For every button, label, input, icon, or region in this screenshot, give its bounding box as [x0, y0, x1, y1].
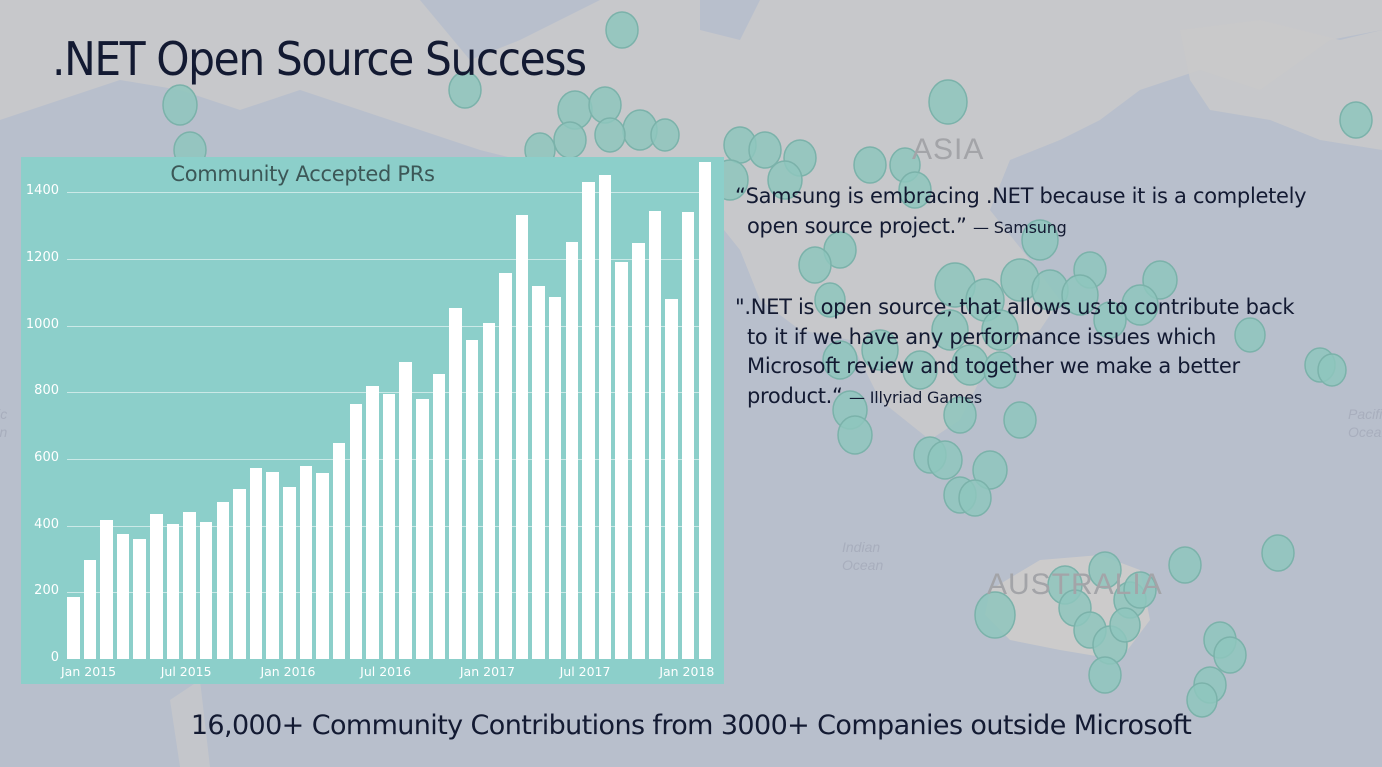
bar-may-2017[interactable]	[532, 286, 545, 659]
x-tick-label: Jan 2018	[659, 664, 715, 679]
y-tick-label: 1200	[25, 249, 59, 265]
bar-nov-2016[interactable]	[432, 373, 446, 659]
quote-illyriad-line4: product.“ — Illyriad Games	[735, 382, 1294, 413]
map-label-pacific-right-line2: Ocean	[1348, 424, 1382, 440]
bar-sep-2015[interactable]	[199, 521, 213, 659]
bar-jan-2015[interactable]	[67, 596, 80, 659]
slide-footer-stat: 16,000+ Community Contributions from 300…	[190, 710, 1192, 741]
bar-jun-2016[interactable]	[349, 403, 363, 659]
slide-title: .NET Open Source Success	[52, 32, 587, 86]
bar-feb-2016[interactable]	[283, 487, 296, 659]
x-tick-label: Jan 2016	[260, 664, 316, 679]
x-tick-label: Jul 2017	[559, 664, 611, 679]
quote-illyriad-attribution: — Illyriad Games	[849, 387, 983, 407]
bar-oct-2015[interactable]	[216, 502, 230, 659]
bar-aug-2015[interactable]	[183, 512, 196, 659]
quote-illyriad-line3: Microsoft review and together we make a …	[747, 354, 1240, 378]
y-tick-label: 1400	[25, 183, 59, 199]
x-tick-label: Jan 2015	[61, 664, 117, 679]
chart-title: Community Accepted PRs	[170, 162, 435, 186]
bar-dec-2015[interactable]	[249, 467, 263, 659]
bar-oct-2017[interactable]	[615, 262, 628, 659]
gridline	[67, 192, 704, 194]
bar-apr-2015[interactable]	[116, 534, 130, 659]
bar-mar-2015[interactable]	[100, 520, 113, 659]
community-prs-chart: Community Accepted PRs 0 200 400 600 800 1000…	[21, 157, 724, 684]
quote-samsung: “Samsung is embracing .NET because it is…	[735, 182, 1307, 243]
bar-may-2015[interactable]	[133, 538, 146, 659]
bar-may-2016[interactable]	[332, 442, 346, 659]
bar-apr-2017[interactable]	[515, 214, 529, 659]
y-tick-label: 400	[34, 516, 59, 532]
gridline	[67, 392, 704, 394]
bar-mar-2016[interactable]	[299, 466, 313, 659]
map-label-pacific-ocean-left: Pacific Ocean	[0, 405, 7, 441]
bar-jul-2016[interactable]	[366, 385, 379, 659]
bar-jan-2018[interactable]	[665, 299, 678, 659]
map-label-pacific-ocean-right: Pacific Ocean	[1348, 405, 1382, 441]
x-tick-label: Jan 2017	[459, 664, 515, 679]
map-label-asia: ASIA	[912, 133, 985, 166]
bar-jul-2015[interactable]	[166, 523, 180, 659]
bar-mar-2017[interactable]	[499, 273, 512, 659]
quote-samsung-text: open source project.”	[747, 213, 967, 238]
y-tick-label: 800	[34, 383, 59, 399]
bar-mar-2018[interactable]	[698, 162, 712, 659]
bar-feb-2017[interactable]	[482, 322, 495, 659]
map-label-pacific-left-line1: Pacific	[0, 406, 8, 422]
bar-jul-2017[interactable]	[565, 242, 579, 659]
bar-feb-2018[interactable]	[681, 212, 695, 659]
bar-oct-2016[interactable]	[416, 398, 429, 659]
y-tick-label: 0	[50, 650, 59, 665]
quote-illyriad-text: product.“	[747, 383, 843, 408]
map-label-pacific-right-line1: Pacific	[1348, 406, 1382, 422]
gridline	[67, 325, 704, 327]
quote-samsung-line1: “Samsung is embracing .NET because it is…	[735, 184, 1307, 208]
bar-sep-2016[interactable]	[399, 361, 412, 659]
bar-dec-2017[interactable]	[648, 211, 662, 659]
bar-aug-2017[interactable]	[582, 182, 595, 659]
bar-apr-2016[interactable]	[316, 472, 329, 659]
x-tick-label: Jul 2015	[160, 664, 212, 679]
map-label-indian-ocean-line2: Ocean	[842, 557, 884, 573]
map-label-australia: AUSTRALIA	[987, 568, 1163, 601]
map-label-indian-ocean: Indian Ocean	[842, 538, 883, 574]
bar-jan-2017[interactable]	[465, 340, 479, 659]
y-tick-label: 200	[34, 583, 59, 599]
bar-feb-2015[interactable]	[83, 559, 97, 659]
quote-illyriad-line2: to it if we have any performance issues …	[747, 324, 1217, 349]
bar-jun-2017[interactable]	[548, 297, 562, 659]
bar-dec-2016[interactable]	[449, 307, 462, 659]
quote-samsung-line2: open source project.” — Samsung	[735, 212, 1306, 243]
quote-samsung-attribution: — Samsung	[973, 217, 1067, 237]
bar-sep-2017[interactable]	[598, 175, 612, 659]
bar-nov-2015[interactable]	[233, 488, 246, 659]
map-label-indian-ocean-line1: Indian	[842, 539, 881, 555]
quote-illyriad: ".NET is open source; that allows us to …	[735, 293, 1295, 413]
x-tick-label: Jul 2016	[360, 664, 412, 679]
gridline	[67, 258, 704, 260]
bar-nov-2017[interactable]	[632, 243, 645, 659]
bar-jan-2016[interactable]	[266, 471, 279, 659]
quote-illyriad-line1: ".NET is open source; that allows us to …	[735, 295, 1295, 319]
map-label-pacific-left-line2: Ocean	[0, 424, 8, 440]
y-tick-label: 600	[34, 449, 59, 465]
bar-aug-2016[interactable]	[382, 393, 396, 659]
bar-jun-2015[interactable]	[150, 513, 163, 659]
y-tick-label: 1000	[25, 316, 59, 332]
